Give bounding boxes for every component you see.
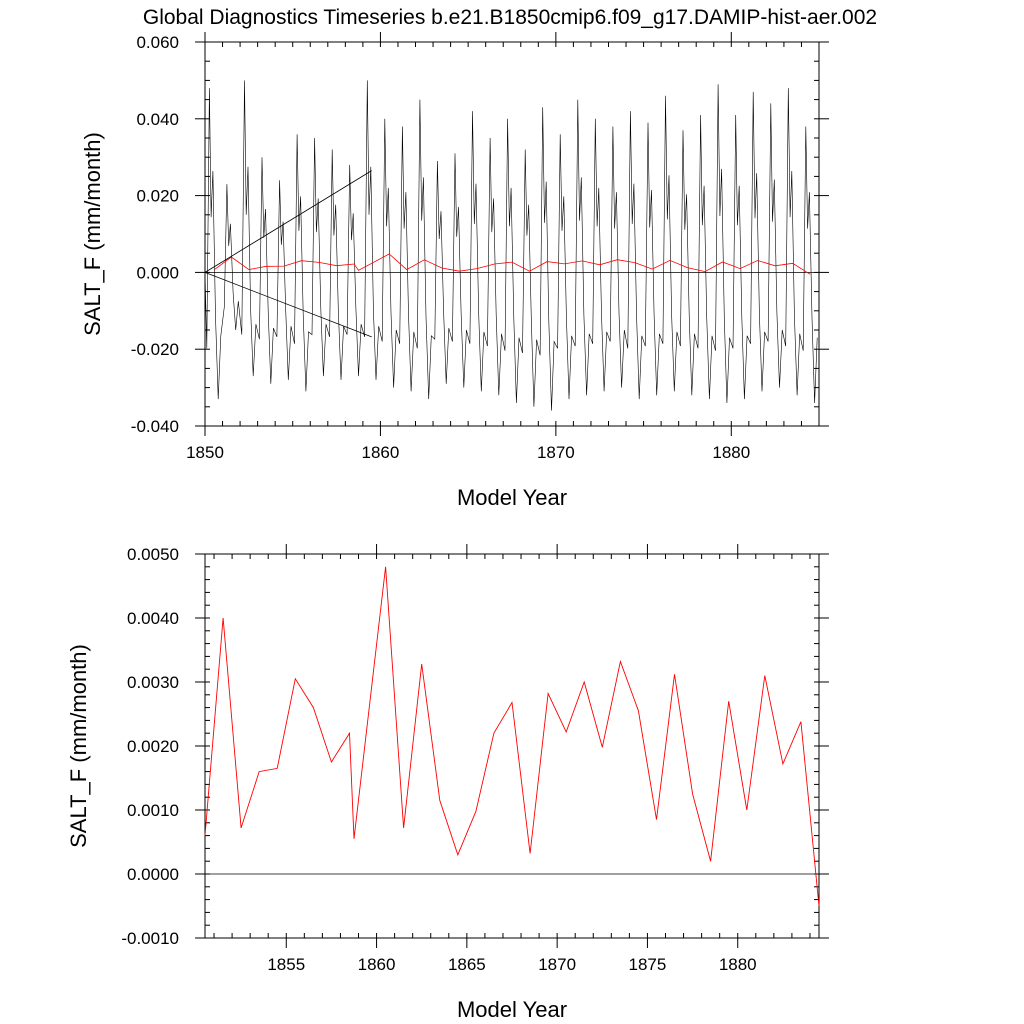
top-series — [204, 80, 819, 411]
x-tick-label: 1850 — [186, 443, 224, 462]
y-tick-label: 0.0030 — [127, 673, 179, 692]
x-tick-label: 1870 — [538, 955, 576, 974]
top-panel: -0.040 -0.020 0.000 0.020 0.040 0.060 1850 186… — [80, 32, 829, 510]
y-tick-label: 0.060 — [136, 33, 179, 52]
monthly-series-line — [204, 80, 818, 411]
bottom-y-ticks: -0.0010 0.0000 0.0010 0.0020 0.0030 0.0040 0.0… — [121, 545, 829, 948]
x-tick-label: 1870 — [537, 443, 575, 462]
y-tick-label: -0.0010 — [121, 929, 179, 948]
y-tick-label: 0.000 — [136, 263, 179, 282]
y-tick-label: 0.040 — [136, 110, 179, 129]
annual-mean-line — [204, 566, 820, 907]
trend-annotation-line — [204, 170, 372, 273]
y-tick-label: 0.0010 — [127, 801, 179, 820]
x-tick-label: 1860 — [358, 955, 396, 974]
x-tick-label: 1880 — [712, 443, 750, 462]
trend-annotation-line — [204, 272, 372, 338]
y-tick-label: 0.0050 — [127, 545, 179, 564]
x-tick-label: 1875 — [629, 955, 667, 974]
top-y-axis-label: SALT_F (mm/month) — [80, 132, 105, 336]
y-tick-label: 0.0000 — [127, 865, 179, 884]
annual-mean-line — [213, 253, 811, 275]
y-tick-label: 0.0020 — [127, 737, 179, 756]
y-tick-label: 0.020 — [136, 187, 179, 206]
figure-title: Global Diagnostics Timeseries b.e21.B185… — [143, 6, 877, 29]
bottom-panel: -0.0010 0.0000 0.0010 0.0020 0.0030 0.0040 0.0… — [66, 544, 829, 1022]
bottom-series — [204, 566, 820, 907]
x-tick-label: 1860 — [362, 443, 400, 462]
y-tick-label: -0.020 — [131, 340, 179, 359]
top-x-axis-label: Model Year — [457, 485, 567, 510]
bottom-x-ticks: 1855 1860 1865 1870 1875 1880 — [213, 544, 811, 974]
top-y-ticks: -0.040 -0.020 0.000 0.020 0.040 0.060 — [131, 33, 829, 436]
bottom-x-axis-label: Model Year — [457, 997, 567, 1022]
x-tick-label: 1865 — [448, 955, 486, 974]
y-tick-label: -0.040 — [131, 417, 179, 436]
bottom-y-axis-label: SALT_F (mm/month) — [66, 644, 91, 848]
x-tick-label: 1880 — [719, 955, 757, 974]
bottom-plot-frame — [204, 553, 820, 939]
y-tick-label: 0.0040 — [127, 609, 179, 628]
top-x-ticks: 1850 1860 1870 1880 — [186, 32, 820, 462]
x-tick-label: 1855 — [267, 955, 305, 974]
